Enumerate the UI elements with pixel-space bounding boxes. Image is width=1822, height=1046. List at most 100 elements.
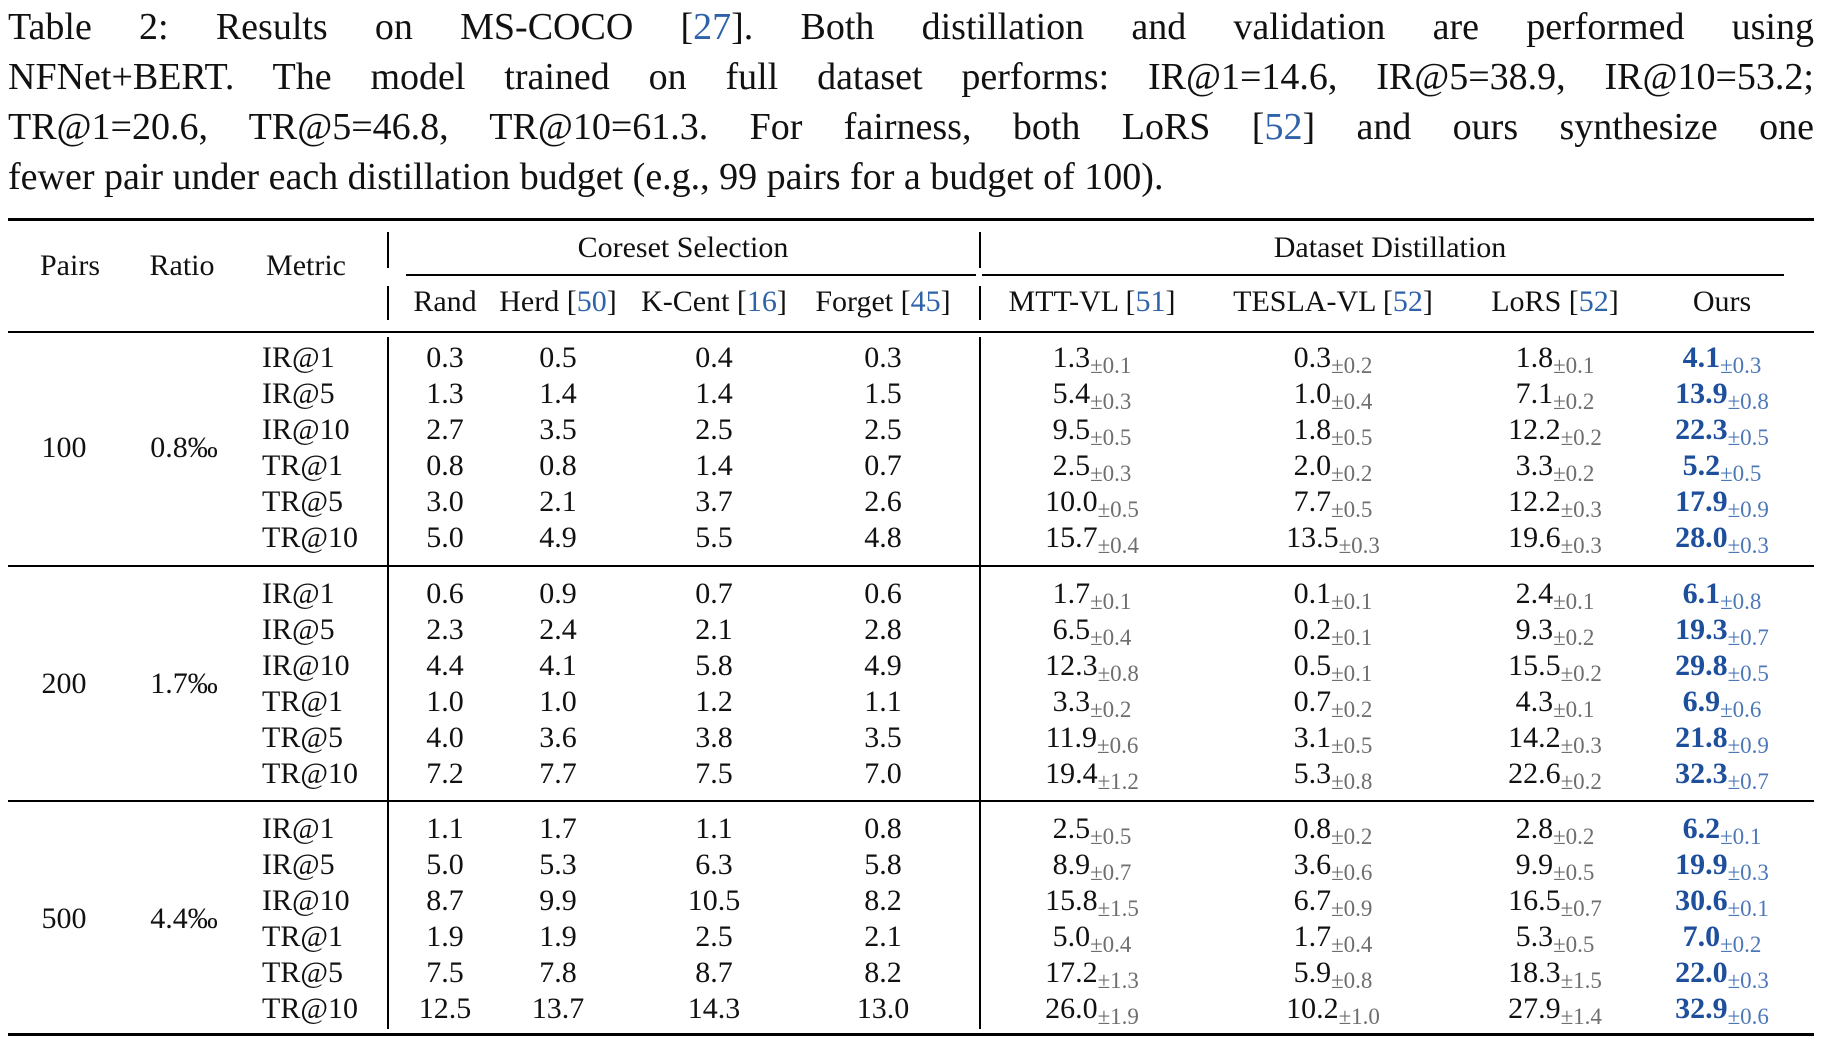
group-pairs-value: 200 — [41, 667, 87, 700]
std-deviation: ±0.5 — [1331, 497, 1373, 522]
cell-value: 5.3 — [1293, 757, 1332, 790]
std-deviation: ±0.9 — [1331, 896, 1373, 921]
table-cell-mtt: 1.7±0.1 — [1053, 576, 1132, 614]
table-cell-ours: 21.8±0.9 — [1675, 720, 1769, 758]
table-cell-herd: 3.5 — [539, 412, 577, 448]
std-deviation: ±0.3 — [1560, 533, 1602, 558]
citation-link[interactable]: 52 — [1578, 285, 1609, 318]
table-cell-lors: 9.9±0.5 — [1516, 847, 1595, 885]
table-cell-forget: 1.5 — [864, 376, 902, 412]
citation-link[interactable]: 27 — [693, 6, 732, 48]
std-deviation: ±0.4 — [1331, 389, 1373, 414]
std-deviation: ±0.4 — [1331, 932, 1373, 957]
table-cell-forget: 13.0 — [857, 991, 910, 1027]
cell-value: 1.1 — [426, 812, 464, 845]
cell-value: 2.8 — [864, 613, 902, 646]
std-deviation: ±0.8 — [1331, 769, 1373, 794]
table-cell-mtt: 6.5±0.4 — [1053, 612, 1132, 650]
citation-link[interactable]: 45 — [910, 285, 941, 318]
citation-link[interactable]: 50 — [576, 285, 607, 318]
cell-value: 15.5 — [1508, 649, 1561, 682]
table-cell-tesla: 13.5±0.3 — [1286, 520, 1380, 558]
cell-value: 0.8 — [864, 812, 902, 845]
metric-label: TR@10 — [262, 992, 358, 1025]
table-cell-rand: 0.8 — [426, 448, 464, 484]
table-cell-lors: 18.3±1.5 — [1508, 955, 1602, 993]
std-deviation: ±0.8 — [1720, 589, 1762, 614]
table-cell-ours: 4.1±0.3 — [1683, 340, 1762, 378]
table-cell-forget: 7.0 — [864, 756, 902, 792]
cell-value: 1.8 — [1293, 413, 1332, 446]
citation-link[interactable]: 52 — [1392, 285, 1423, 318]
cell-value: 2.4 — [539, 613, 577, 646]
cell-value: 0.8 — [539, 449, 577, 482]
body-vertical-separator — [979, 337, 981, 1029]
cell-value: 13.9 — [1675, 377, 1728, 410]
table-cell-ours: 7.0±0.2 — [1683, 919, 1762, 957]
std-deviation: ±0.5 — [1090, 425, 1132, 450]
table-cell-kcent: 1.4 — [695, 376, 733, 412]
cell-value: 6.3 — [695, 848, 733, 881]
cell-value: 1.3 — [1052, 341, 1091, 374]
column-header-herd: Herd [50] — [499, 285, 617, 318]
group-ratio-value: 1.7‰ — [150, 667, 218, 700]
metric-label: TR@10 — [262, 521, 358, 554]
cell-value: 7.2 — [426, 757, 464, 790]
table-cell-lors: 5.3±0.5 — [1516, 919, 1595, 957]
cell-value: 3.1 — [1293, 721, 1332, 754]
table-cell-ours: 22.3±0.5 — [1675, 412, 1769, 450]
cell-value: 2.5 — [1052, 449, 1091, 482]
table-cell-lors: 7.1±0.2 — [1516, 376, 1595, 414]
cell-value: 5.0 — [426, 521, 464, 554]
table-cell-mtt: 2.5±0.3 — [1053, 448, 1132, 486]
citation-link[interactable]: 51 — [1135, 285, 1166, 318]
std-deviation: ±1.0 — [1338, 1004, 1380, 1029]
std-deviation: ±0.6 — [1720, 697, 1762, 722]
std-deviation: ±0.2 — [1331, 353, 1373, 378]
std-deviation: ±1.5 — [1097, 896, 1139, 921]
cell-value: 22.6 — [1508, 757, 1561, 790]
table-cell-herd: 5.3 — [539, 847, 577, 883]
cell-value: 2.1 — [864, 920, 902, 953]
table-cell-tesla: 6.7±0.9 — [1294, 883, 1373, 921]
group-separator — [8, 800, 1814, 802]
cell-value: 2.5 — [864, 413, 902, 446]
table-cell-ours: 29.8±0.5 — [1675, 648, 1769, 686]
cell-value: 4.9 — [539, 521, 577, 554]
caption-line-1: Table 2: Results on MS-COCO [27]. Both d… — [8, 6, 1814, 48]
table-cell-rand: 7.2 — [426, 756, 464, 792]
table-cell-forget: 0.8 — [864, 811, 902, 847]
std-deviation: ±0.1 — [1331, 625, 1373, 650]
table-cell-forget: 2.1 — [864, 919, 902, 955]
cell-value: 13.0 — [856, 992, 910, 1025]
std-deviation: ±0.9 — [1727, 733, 1769, 758]
citation-link[interactable]: 16 — [746, 285, 777, 318]
citation-link[interactable]: 52 — [1264, 106, 1303, 148]
metric-label: IR@5 — [262, 377, 335, 410]
table-cell-forget: 0.3 — [864, 340, 902, 376]
std-deviation: ±0.5 — [1097, 497, 1139, 522]
table-cell-ours: 6.2±0.1 — [1683, 811, 1762, 849]
cell-value: 6.7 — [1293, 884, 1332, 917]
std-deviation: ±0.2 — [1553, 461, 1595, 486]
std-deviation: ±0.2 — [1553, 824, 1595, 849]
table-caption: Table 2: Results on MS-COCO [27]. Both d… — [8, 2, 1814, 202]
cell-value: 2.5 — [1052, 812, 1091, 845]
cell-value: 16.5 — [1508, 884, 1561, 917]
cell-value: 0.5 — [539, 341, 577, 374]
cell-value: 5.8 — [864, 848, 902, 881]
cell-value: 14.2 — [1508, 721, 1561, 754]
cell-value: 2.0 — [1293, 449, 1332, 482]
std-deviation: ±0.5 — [1553, 860, 1595, 885]
table-cell-rand: 4.0 — [426, 720, 464, 756]
cell-value: 8.2 — [864, 884, 902, 917]
cell-value: 4.1 — [539, 649, 577, 682]
table-cell-ours: 17.9±0.9 — [1675, 484, 1769, 522]
cell-value: 17.9 — [1675, 485, 1728, 518]
cell-value: 9.5 — [1052, 413, 1091, 446]
cell-value: 1.9 — [426, 920, 464, 953]
cell-value: 10.2 — [1286, 992, 1339, 1025]
table-cell-mtt: 26.0±1.9 — [1045, 991, 1139, 1029]
table-cell-forget: 1.1 — [864, 684, 902, 720]
